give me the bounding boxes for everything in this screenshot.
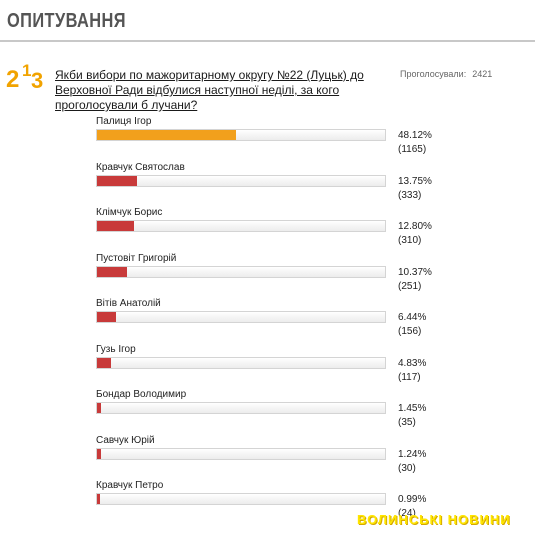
option-count: (35) (398, 417, 416, 428)
logo-digit-three: 3 (31, 68, 44, 93)
result-bar-track (96, 174, 386, 187)
option-name: Кравчук Святослав (96, 161, 185, 173)
option-percent: 12.80% (398, 221, 432, 232)
poll-option: Гузь Ігор 4.83% (117) (0, 344, 535, 389)
result-bar-fill (97, 448, 101, 459)
result-bar-fill (97, 266, 127, 277)
option-percent: 48.12% (398, 130, 432, 141)
section-header: ОПИТУВАННЯ (0, 0, 535, 42)
result-bar-fill (97, 357, 111, 368)
option-percent: 10.37% (398, 266, 432, 278)
result-bar-track (96, 311, 386, 323)
option-count: (251) (398, 280, 422, 292)
option-count: (333) (398, 189, 422, 201)
result-bar-fill (97, 175, 137, 186)
option-name: Пустовіт Григорій (96, 252, 177, 264)
result-bar-track (96, 265, 386, 278)
watermark-logo: ВОЛИНСЬКІ НОВИНИ (357, 512, 511, 527)
option-count: (1165) (398, 144, 427, 155)
logo-digit-one: 1 (22, 61, 32, 80)
option-name: Вітів Анатолій (96, 298, 161, 309)
result-bar-fill (97, 221, 134, 231)
option-count: (117) (398, 371, 421, 383)
poll-option: Кравчук Петро 0.99% (24) (0, 480, 535, 525)
option-count: (24) (398, 508, 416, 519)
poll-option: Пустовіт Григорій 10.37% (251) (0, 253, 535, 298)
result-bar-fill (97, 130, 236, 140)
poll-question-link[interactable]: Якби вибори по мажоритарному округу №22 … (55, 68, 364, 112)
option-percent: 6.44% (398, 312, 427, 323)
poll-option: Бондар Володимир 1.45% (35) (0, 389, 535, 434)
poll-option: Савчук Юрій 1.24% (30) (0, 435, 535, 480)
total-votes: Проголосували: 2421 (400, 69, 492, 79)
result-bar-track (96, 493, 386, 505)
total-votes-label: Проголосували: (400, 69, 467, 79)
poll-option: Клімчук Борис 12.80% (310) (0, 207, 535, 252)
result-bar-track (96, 220, 386, 232)
total-votes-value: 2421 (472, 69, 493, 79)
result-bar-track (96, 129, 386, 141)
option-count: (310) (398, 235, 422, 246)
result-bar-fill (97, 312, 116, 322)
result-bar-track (96, 402, 386, 414)
option-name: Кравчук Петро (96, 480, 164, 491)
poll-option: Кравчук Святослав 13.75% (333) (0, 162, 535, 207)
option-percent: 1.45% (398, 403, 427, 414)
option-percent: 13.75% (398, 175, 432, 187)
option-name: Бондар Володимир (96, 389, 187, 400)
option-name: Савчук Юрій (96, 434, 155, 446)
logo-digit-two: 2 (6, 66, 20, 93)
result-bar-fill (97, 494, 101, 504)
section-title: ОПИТУВАННЯ (7, 10, 127, 32)
result-bar-track (96, 356, 386, 369)
option-name: Гузь Ігор (96, 343, 136, 355)
result-bar-track (96, 447, 386, 460)
option-name: Палиця Ігор (96, 116, 152, 127)
poll-option: Палиця Ігор 48.12% (1165) (0, 116, 535, 161)
option-count: (30) (398, 462, 416, 474)
option-percent: 1.24% (398, 448, 427, 460)
poll-option: Вітів Анатолій 6.44% (156) (0, 298, 535, 343)
result-bar-fill (97, 403, 102, 413)
poll-logo: 2 1 3 (6, 61, 48, 93)
option-percent: 0.99% (398, 494, 427, 505)
option-count: (156) (398, 326, 422, 337)
option-percent: 4.83% (398, 357, 427, 369)
option-name: Клімчук Борис (96, 207, 163, 218)
